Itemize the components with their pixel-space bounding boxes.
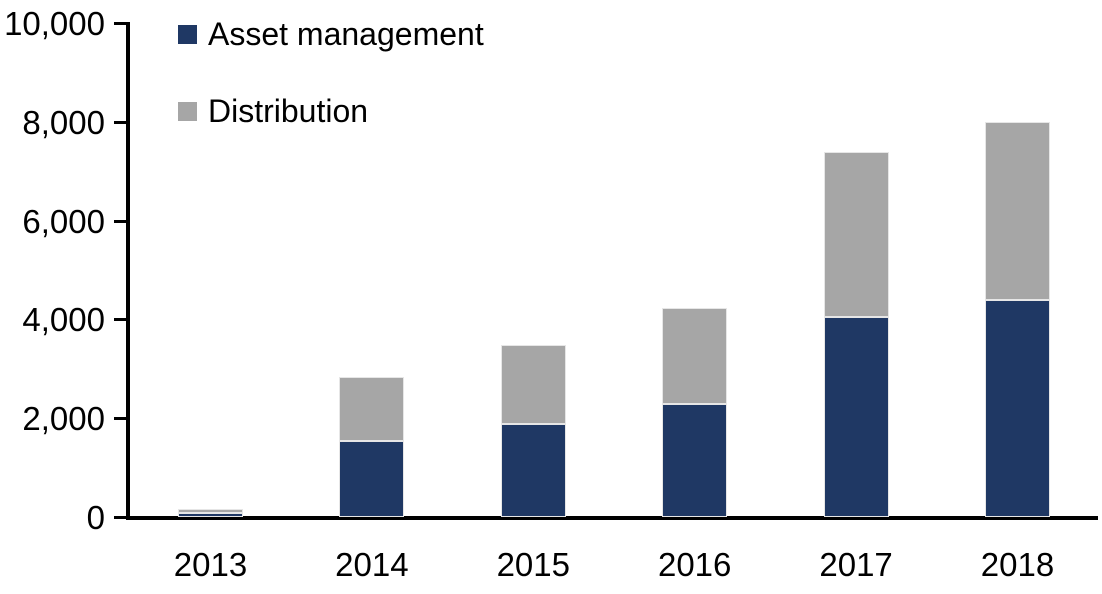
bar-2015-asset-management [500, 423, 566, 518]
bar-2015-distribution [500, 344, 566, 424]
y-axis-tick [114, 219, 126, 223]
x-tick-label-2016: 2016 [657, 546, 732, 583]
legend-item-asset-management: Asset management [178, 18, 484, 50]
bar-2017-asset-management [823, 317, 889, 518]
x-tick-label-2014: 2014 [335, 546, 409, 583]
legend-item-distribution: Distribution [178, 95, 484, 127]
y-tick-label-8000: 8,000 [22, 103, 105, 141]
y-axis-tick [114, 417, 126, 421]
x-axis-line [126, 516, 1098, 520]
y-axis-tick [114, 120, 126, 124]
y-axis-tick [114, 516, 126, 519]
x-tick-label-2015: 2015 [496, 546, 570, 583]
x-tick-label-2018: 2018 [980, 546, 1055, 583]
x-tick-label-2013: 2013 [173, 546, 248, 583]
bar-2013-asset-management [178, 513, 243, 518]
x-tick-label-2017: 2017 [819, 546, 893, 583]
y-tick-label-0: 0 [86, 499, 105, 536]
asset-management-swatch-icon [178, 24, 197, 44]
bar-2016-asset-management [662, 403, 728, 518]
legend-label-distribution: Distribution [208, 93, 369, 129]
y-axis-line [126, 22, 130, 520]
y-axis-tick [114, 22, 126, 25]
bar-2014-asset-management [339, 440, 405, 518]
y-tick-label-6000: 6,000 [22, 202, 105, 240]
bar-2013-distribution [178, 508, 243, 514]
distribution-swatch-icon [178, 101, 197, 121]
bar-2016-distribution [662, 307, 728, 404]
y-axis-tick [114, 318, 126, 322]
bar-2017-distribution [823, 151, 889, 318]
legend-label-asset-management: Asset management [208, 16, 484, 52]
y-tick-label-10000: 10,000 [4, 5, 105, 42]
bar-2014-distribution [339, 376, 405, 441]
y-tick-label-2000: 2,000 [22, 400, 105, 438]
bar-2018-asset-management [985, 300, 1050, 518]
legend: Asset management Distribution [178, 18, 484, 176]
y-tick-label-4000: 4,000 [22, 301, 105, 339]
bar-2018-distribution [985, 122, 1050, 301]
